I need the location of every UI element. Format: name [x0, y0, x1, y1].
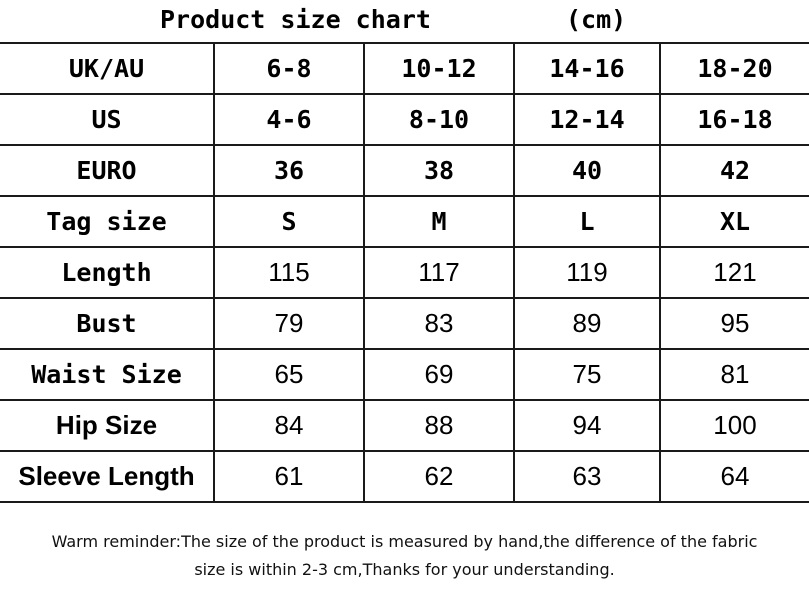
row-label: Bust: [0, 297, 215, 350]
row-label: US: [0, 93, 215, 146]
table-row: Hip Size 84 88 94 100: [0, 399, 809, 452]
table-row: Waist Size 65 69 75 81: [0, 348, 809, 401]
table-cell: 79: [213, 297, 365, 350]
table-cell: 38: [363, 144, 515, 197]
table-cell: 4-6: [213, 93, 365, 146]
row-label: Sleeve Length: [0, 450, 215, 503]
table-cell: 121: [659, 246, 809, 299]
table-cell: 64: [659, 450, 809, 503]
table-cell: 81: [659, 348, 809, 401]
chart-unit: (cm): [566, 5, 627, 34]
row-label: Waist Size: [0, 348, 215, 401]
row-label: Hip Size: [0, 399, 215, 452]
table-cell: 40: [513, 144, 661, 197]
table-cell: XL: [659, 195, 809, 248]
table-cell: 94: [513, 399, 661, 452]
table-cell: 16-18: [659, 93, 809, 146]
table-cell: 117: [363, 246, 515, 299]
table-cell: 18-20: [659, 42, 809, 95]
table-cell: 119: [513, 246, 661, 299]
table-cell: 10-12: [363, 42, 515, 95]
table-row: Sleeve Length 61 62 63 64: [0, 450, 809, 503]
table-cell: 95: [659, 297, 809, 350]
table-cell: 14-16: [513, 42, 661, 95]
table-row: Tag size S M L XL: [0, 195, 809, 248]
reminder-line-1: Warm reminder:The size of the product is…: [51, 532, 758, 551]
reminder-line-2: size is within 2-3 cm,Thanks for your un…: [194, 560, 615, 579]
table-row: US 4-6 8-10 12-14 16-18: [0, 93, 809, 146]
table-row: Bust 79 83 89 95: [0, 297, 809, 350]
table-cell: 115: [213, 246, 365, 299]
table-cell: 12-14: [513, 93, 661, 146]
table-cell: M: [363, 195, 515, 248]
table-cell: 69: [363, 348, 515, 401]
table-cell: 65: [213, 348, 365, 401]
table-cell: 8-10: [363, 93, 515, 146]
table-cell: S: [213, 195, 365, 248]
table-cell: 100: [659, 399, 809, 452]
table-cell: 84: [213, 399, 365, 452]
chart-title: Product size chart: [160, 5, 431, 34]
table-row: EURO 36 38 40 42: [0, 144, 809, 197]
row-label: UK/AU: [0, 42, 215, 95]
row-label: Length: [0, 246, 215, 299]
table-cell: 83: [363, 297, 515, 350]
table-cell: 62: [363, 450, 515, 503]
table-cell: L: [513, 195, 661, 248]
table-cell: 42: [659, 144, 809, 197]
row-label: EURO: [0, 144, 215, 197]
table-cell: 89: [513, 297, 661, 350]
warm-reminder: Warm reminder:The size of the product is…: [0, 528, 809, 584]
table-cell: 6-8: [213, 42, 365, 95]
table-cell: 75: [513, 348, 661, 401]
size-table: UK/AU 6-8 10-12 14-16 18-20 US 4-6 8-10 12-14 16-…: [0, 42, 809, 503]
row-label: Tag size: [0, 195, 215, 248]
table-row: UK/AU 6-8 10-12 14-16 18-20: [0, 42, 809, 95]
table-cell: 63: [513, 450, 661, 503]
chart-title-bar: Product size chart (cm): [0, 2, 809, 38]
table-cell: 61: [213, 450, 365, 503]
table-row: Length 115 117 119 121: [0, 246, 809, 299]
table-cell: 36: [213, 144, 365, 197]
size-table-body: UK/AU 6-8 10-12 14-16 18-20 US 4-6 8-10 12-14 16-…: [0, 42, 809, 503]
table-cell: 88: [363, 399, 515, 452]
